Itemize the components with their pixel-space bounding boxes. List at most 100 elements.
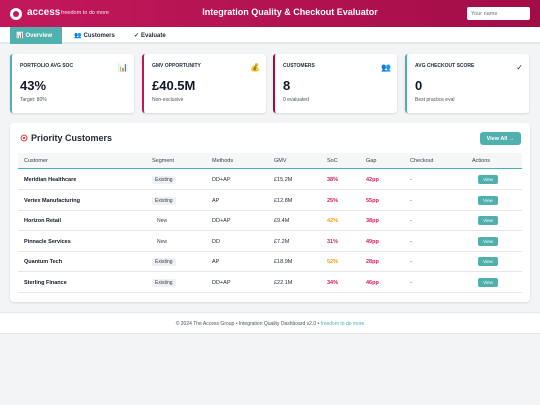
chart-icon: 📊 bbox=[16, 33, 24, 39]
methods-cell: AP bbox=[212, 259, 220, 265]
kpi-label: Customers bbox=[283, 63, 315, 69]
kpi-subtext: Target: 80% bbox=[20, 97, 47, 103]
customer-name: Quantum Tech bbox=[24, 259, 63, 265]
kpi-portfolio-soc: Portfolio Avg SoC 📊 43% Target: 80% bbox=[10, 54, 134, 113]
tab-label: Overview bbox=[25, 32, 53, 39]
panel-title: Priority Customers bbox=[20, 133, 112, 143]
tab-label: Evaluate bbox=[141, 32, 166, 39]
kpi-value: 43% bbox=[20, 78, 47, 93]
kpi-value: 8 bbox=[283, 78, 291, 93]
view-customer-button[interactable]: View bbox=[478, 277, 498, 287]
gap-cell: 28pp bbox=[366, 259, 379, 265]
check-icon: ✓ bbox=[134, 33, 140, 39]
column-header: Gap bbox=[366, 158, 377, 164]
app-header: access freedom to do more Integration Qu… bbox=[0, 0, 540, 27]
segment-badge: Existing bbox=[152, 196, 176, 205]
view-customer-button[interactable]: View bbox=[478, 216, 498, 225]
bar-chart-icon: 📊 bbox=[118, 63, 128, 72]
footer-text: © 2024 The Access Group • Integration Qu… bbox=[175, 321, 321, 327]
priority-customers-panel: Priority Customers View All → Customer S… bbox=[10, 123, 530, 302]
gmv-cell: £12.8M bbox=[274, 197, 293, 204]
soc-cell: 38% bbox=[327, 177, 339, 183]
methods-cell: DD bbox=[212, 238, 220, 245]
footer-tagline: freedom to do more bbox=[320, 321, 365, 327]
page-title: Integration Quality & Checkout Evaluator bbox=[202, 7, 378, 17]
tab-label: Customers bbox=[83, 32, 115, 39]
access-logo-icon bbox=[10, 8, 22, 20]
segment-badge: New bbox=[157, 218, 168, 224]
footer: © 2024 The Access Group • Integration Qu… bbox=[0, 312, 540, 334]
kpi-label: Portfolio Avg SoC bbox=[20, 63, 74, 69]
table-row: Meridian Healthcare Existing DD+AP £15.2M 38… bbox=[18, 170, 522, 190]
checkout-cell: - bbox=[410, 197, 412, 204]
soc-cell: 25% bbox=[327, 197, 339, 204]
gap-cell: 38pp bbox=[366, 218, 379, 224]
kpi-label: Avg Checkout Score bbox=[415, 63, 475, 69]
soc-cell: 52% bbox=[327, 259, 339, 265]
tab-overview[interactable]: 📊 Overview bbox=[10, 27, 62, 44]
gmv-cell: £15.2M bbox=[274, 177, 293, 183]
column-header: SoC bbox=[327, 158, 338, 164]
tab-customers[interactable]: 👥 Customers bbox=[68, 27, 123, 44]
tab-evaluate[interactable]: ✓ Evaluate bbox=[128, 27, 173, 44]
gmv-cell: £22.1M bbox=[274, 279, 293, 286]
tab-bar: 📊 Overview 👥 Customers ✓ Evaluate bbox=[0, 27, 540, 44]
people-icon: 👥 bbox=[381, 63, 391, 72]
people-icon: 👥 bbox=[74, 33, 82, 39]
segment-badge: Existing bbox=[152, 278, 176, 287]
name-input[interactable] bbox=[467, 7, 530, 20]
customer-name: Pinnacle Services bbox=[24, 238, 71, 245]
kpi-label: GMV Opportunity bbox=[152, 63, 201, 69]
view-customer-button[interactable]: View bbox=[478, 236, 498, 246]
customer-name: Vertex Manufacturing bbox=[24, 197, 80, 204]
soc-cell: 34% bbox=[327, 279, 339, 286]
customer-name: Meridian Healthcare bbox=[24, 177, 77, 183]
kpi-subtext: 0 evaluated bbox=[283, 97, 309, 103]
soc-cell: 31% bbox=[327, 238, 339, 245]
tagline: freedom to do more bbox=[61, 10, 109, 16]
kpi-value: £40.5M bbox=[152, 78, 196, 93]
view-customer-button[interactable]: View bbox=[478, 175, 498, 184]
segment-badge: Existing bbox=[152, 258, 176, 266]
gmv-cell: £9.4M bbox=[274, 218, 290, 224]
panel-title-text: Priority Customers bbox=[31, 133, 113, 143]
customer-name: Horizon Retail bbox=[24, 218, 61, 224]
soc-cell: 42% bbox=[327, 218, 339, 224]
checkout-cell: - bbox=[410, 238, 412, 245]
column-header: Segment bbox=[152, 158, 175, 164]
target-icon bbox=[20, 134, 28, 142]
column-header: Methods bbox=[212, 158, 234, 164]
kpi-customers: Customers 👥 8 0 evaluated bbox=[273, 54, 397, 113]
money-bag-icon: 💰 bbox=[250, 63, 260, 72]
table-row: Quantum Tech Existing AP £18.9M 52% 28pp - View bbox=[18, 252, 522, 272]
view-customer-button[interactable]: View bbox=[478, 195, 498, 205]
gmv-cell: £7.2M bbox=[274, 238, 290, 245]
segment-badge: Existing bbox=[152, 176, 176, 184]
gap-cell: 49pp bbox=[366, 238, 379, 245]
table-row: Vertex Manufacturing Existing AP £12.8M 25% 5… bbox=[18, 191, 522, 211]
checkout-cell: - bbox=[410, 259, 412, 265]
gap-cell: 42pp bbox=[366, 177, 379, 183]
table-header: Customer Segment Methods GMV SoC Gap Che… bbox=[18, 153, 522, 169]
kpi-subtext: Non-exclusive bbox=[152, 97, 184, 103]
view-all-button[interactable]: View All → bbox=[480, 132, 521, 145]
table-row: Pinnacle Services New DD £7.2M 31% 49pp - View bbox=[18, 232, 522, 252]
logo-text: access bbox=[27, 7, 61, 18]
segment-badge: New bbox=[157, 238, 168, 245]
gmv-cell: £18.9M bbox=[274, 259, 293, 265]
methods-cell: AP bbox=[212, 197, 220, 204]
checkmark-icon: ✓ bbox=[516, 63, 523, 72]
column-header: Checkout bbox=[410, 158, 434, 164]
column-header: GMV bbox=[274, 158, 287, 164]
methods-cell: DD+AP bbox=[212, 177, 231, 183]
checkout-cell: - bbox=[410, 218, 412, 224]
view-customer-button[interactable]: View bbox=[478, 257, 498, 266]
gap-cell: 46pp bbox=[366, 279, 379, 286]
kpi-subtext: Best practice eval bbox=[415, 97, 455, 103]
checkout-cell: - bbox=[410, 177, 412, 183]
table-row: Horizon Retail New DD+AP £9.4M 42% 38pp - View bbox=[18, 211, 522, 231]
kpi-gmv-opportunity: GMV Opportunity 💰 £40.5M Non-exclusive bbox=[142, 54, 266, 113]
table-row: Sterling Finance Existing DD+AP £22.1M 34% 46… bbox=[18, 273, 522, 293]
gap-cell: 55pp bbox=[366, 197, 379, 204]
column-header: Customer bbox=[24, 158, 48, 164]
